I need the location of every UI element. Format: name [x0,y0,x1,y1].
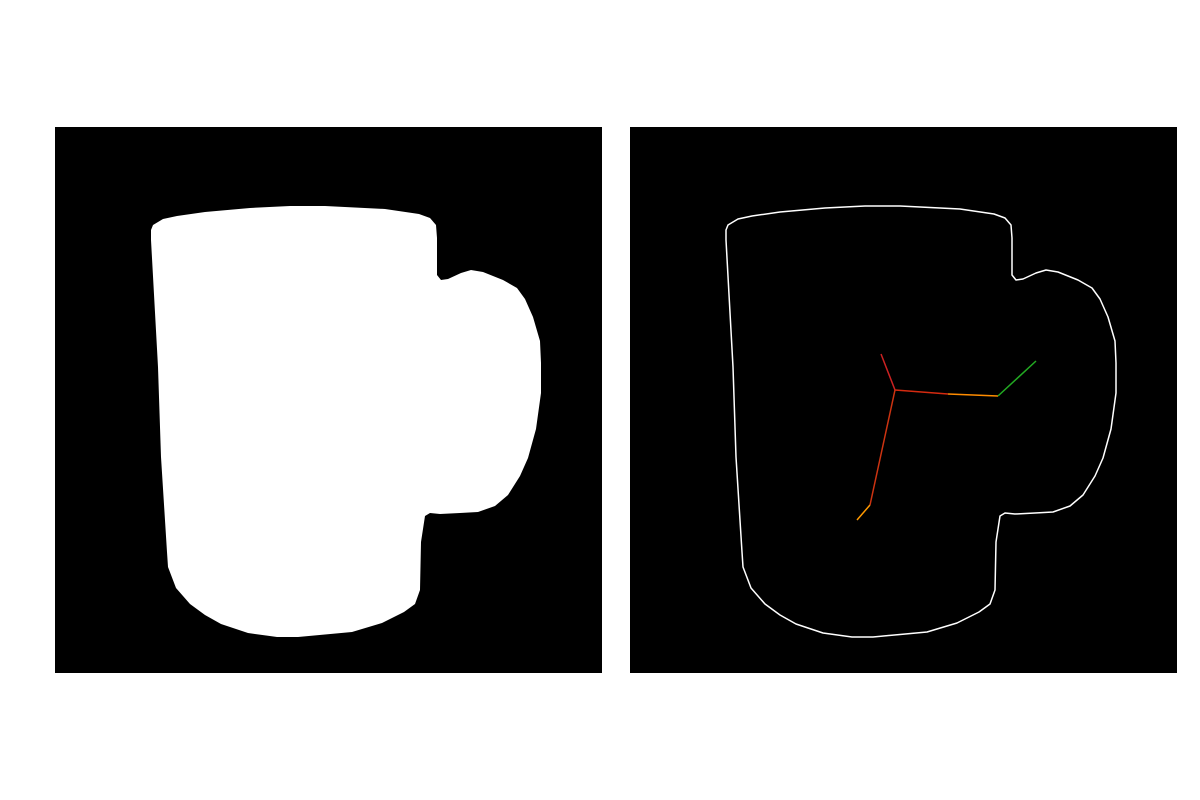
mask-panel [55,127,602,673]
mask-svg [151,206,541,637]
skeleton-branch-up [880,353,896,391]
skeleton-branch-right [894,389,949,395]
skeleton-branch-down [869,389,896,506]
contour-svg [725,205,1117,638]
skeleton-branch-down-tip [856,504,871,521]
skeleton-branch-right-mid [947,393,999,397]
contour-panel [630,127,1177,673]
mug-outline [725,205,1117,638]
skeleton-branch-right-tip [997,360,1037,397]
mug-silhouette [151,206,541,637]
